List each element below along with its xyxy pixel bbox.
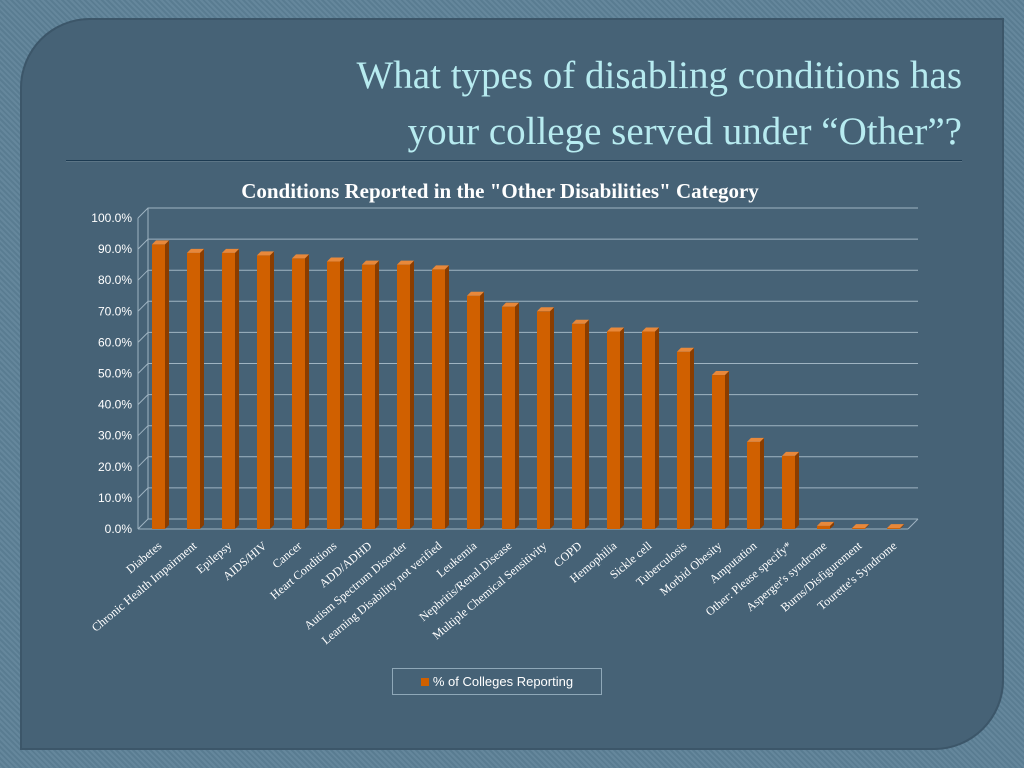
slide-title: What types of disabling conditions has y… (62, 48, 963, 160)
bar-side (410, 260, 414, 529)
bar-top (397, 260, 414, 265)
bar-top (677, 347, 694, 352)
slide-title-line-1: What types of disabling conditions has (356, 54, 963, 97)
gridline (137, 363, 918, 374)
bar (782, 455, 795, 529)
title-divider (66, 160, 962, 161)
y-tick-label: 10.0% (98, 491, 132, 505)
bar-top (537, 307, 554, 312)
bar-top (747, 437, 764, 442)
bar-top (887, 524, 904, 529)
bar-top (327, 257, 344, 262)
y-tick-label: 30.0% (98, 429, 132, 443)
y-tick-label: 40.0% (98, 398, 132, 412)
gridline (137, 300, 918, 312)
bar-side (340, 257, 344, 529)
bar (432, 269, 445, 529)
bar-side (725, 371, 729, 529)
y-tick-label: 20.0% (98, 460, 132, 474)
slide-title-line-2: your college served under “Other”? (407, 110, 962, 153)
y-tick-label: 100.0% (91, 211, 132, 225)
bar-top (642, 327, 659, 332)
legend-label: % of Colleges Reporting (432, 674, 574, 689)
y-tick-label: 90.0% (98, 242, 132, 256)
bar-top (292, 254, 309, 259)
gridline (137, 487, 918, 499)
bar-side (550, 307, 554, 529)
bar (607, 331, 620, 529)
bar-side (165, 240, 169, 529)
bar-top (712, 371, 729, 376)
bar (222, 252, 235, 529)
bar-side (305, 254, 309, 529)
bar-side (795, 451, 799, 529)
y-tick-label: 80.0% (98, 273, 132, 287)
bar (712, 375, 725, 529)
bar (327, 261, 340, 529)
bar (467, 295, 480, 529)
gridline (137, 518, 918, 530)
bar (572, 323, 585, 529)
gridline (137, 269, 918, 281)
legend-swatch (420, 677, 429, 686)
bar-top (362, 260, 379, 265)
bar (397, 264, 410, 529)
bar (537, 311, 550, 529)
bar (887, 528, 900, 529)
bar (362, 264, 375, 529)
bar (257, 255, 270, 529)
bar-side (655, 327, 659, 529)
bar-top (782, 451, 799, 456)
chart-legend: % of Colleges Reporting (392, 668, 602, 695)
bar-top (187, 248, 204, 253)
bar (502, 306, 515, 529)
floor-edge (907, 518, 919, 530)
y-tick-label: 50.0% (98, 367, 132, 381)
bar (817, 525, 830, 529)
bar-top (432, 265, 449, 270)
gridline (137, 425, 918, 437)
y-tick-label: 60.0% (98, 335, 132, 349)
gridline (137, 238, 918, 250)
bar-side (585, 319, 589, 529)
bar (152, 244, 165, 529)
gridline (137, 456, 918, 468)
gridline (137, 331, 918, 343)
gridline (137, 207, 918, 219)
bar-side (235, 248, 239, 529)
y-tick-label: 70.0% (98, 304, 132, 318)
bar (852, 528, 865, 529)
bar-side (445, 265, 449, 529)
bar (747, 441, 760, 529)
bar-side (690, 347, 694, 529)
bar-top (572, 319, 589, 324)
bar-top (222, 248, 239, 253)
bar-top (607, 327, 624, 332)
bar-top (502, 302, 519, 307)
bar-side (270, 251, 274, 529)
bar-top (467, 291, 484, 296)
bar-top (817, 521, 834, 526)
bar (677, 351, 690, 529)
y-tick-label: 0.0% (105, 522, 133, 536)
bar-side (620, 327, 624, 529)
bar-side (200, 248, 204, 529)
bar-side (865, 524, 869, 529)
gridline (137, 394, 918, 405)
chart-title: Conditions Reported in the "Other Disabi… (241, 179, 759, 203)
bar-side (375, 260, 379, 529)
bar-top (257, 251, 274, 256)
bar (187, 252, 200, 529)
bar-side (900, 524, 904, 529)
bar-side (760, 437, 764, 529)
bar (642, 331, 655, 529)
bar-side (830, 521, 834, 529)
bar-top (152, 240, 169, 245)
bar-side (480, 291, 484, 529)
bar-side (515, 302, 519, 529)
bar-top (852, 524, 869, 529)
bar (292, 258, 305, 529)
